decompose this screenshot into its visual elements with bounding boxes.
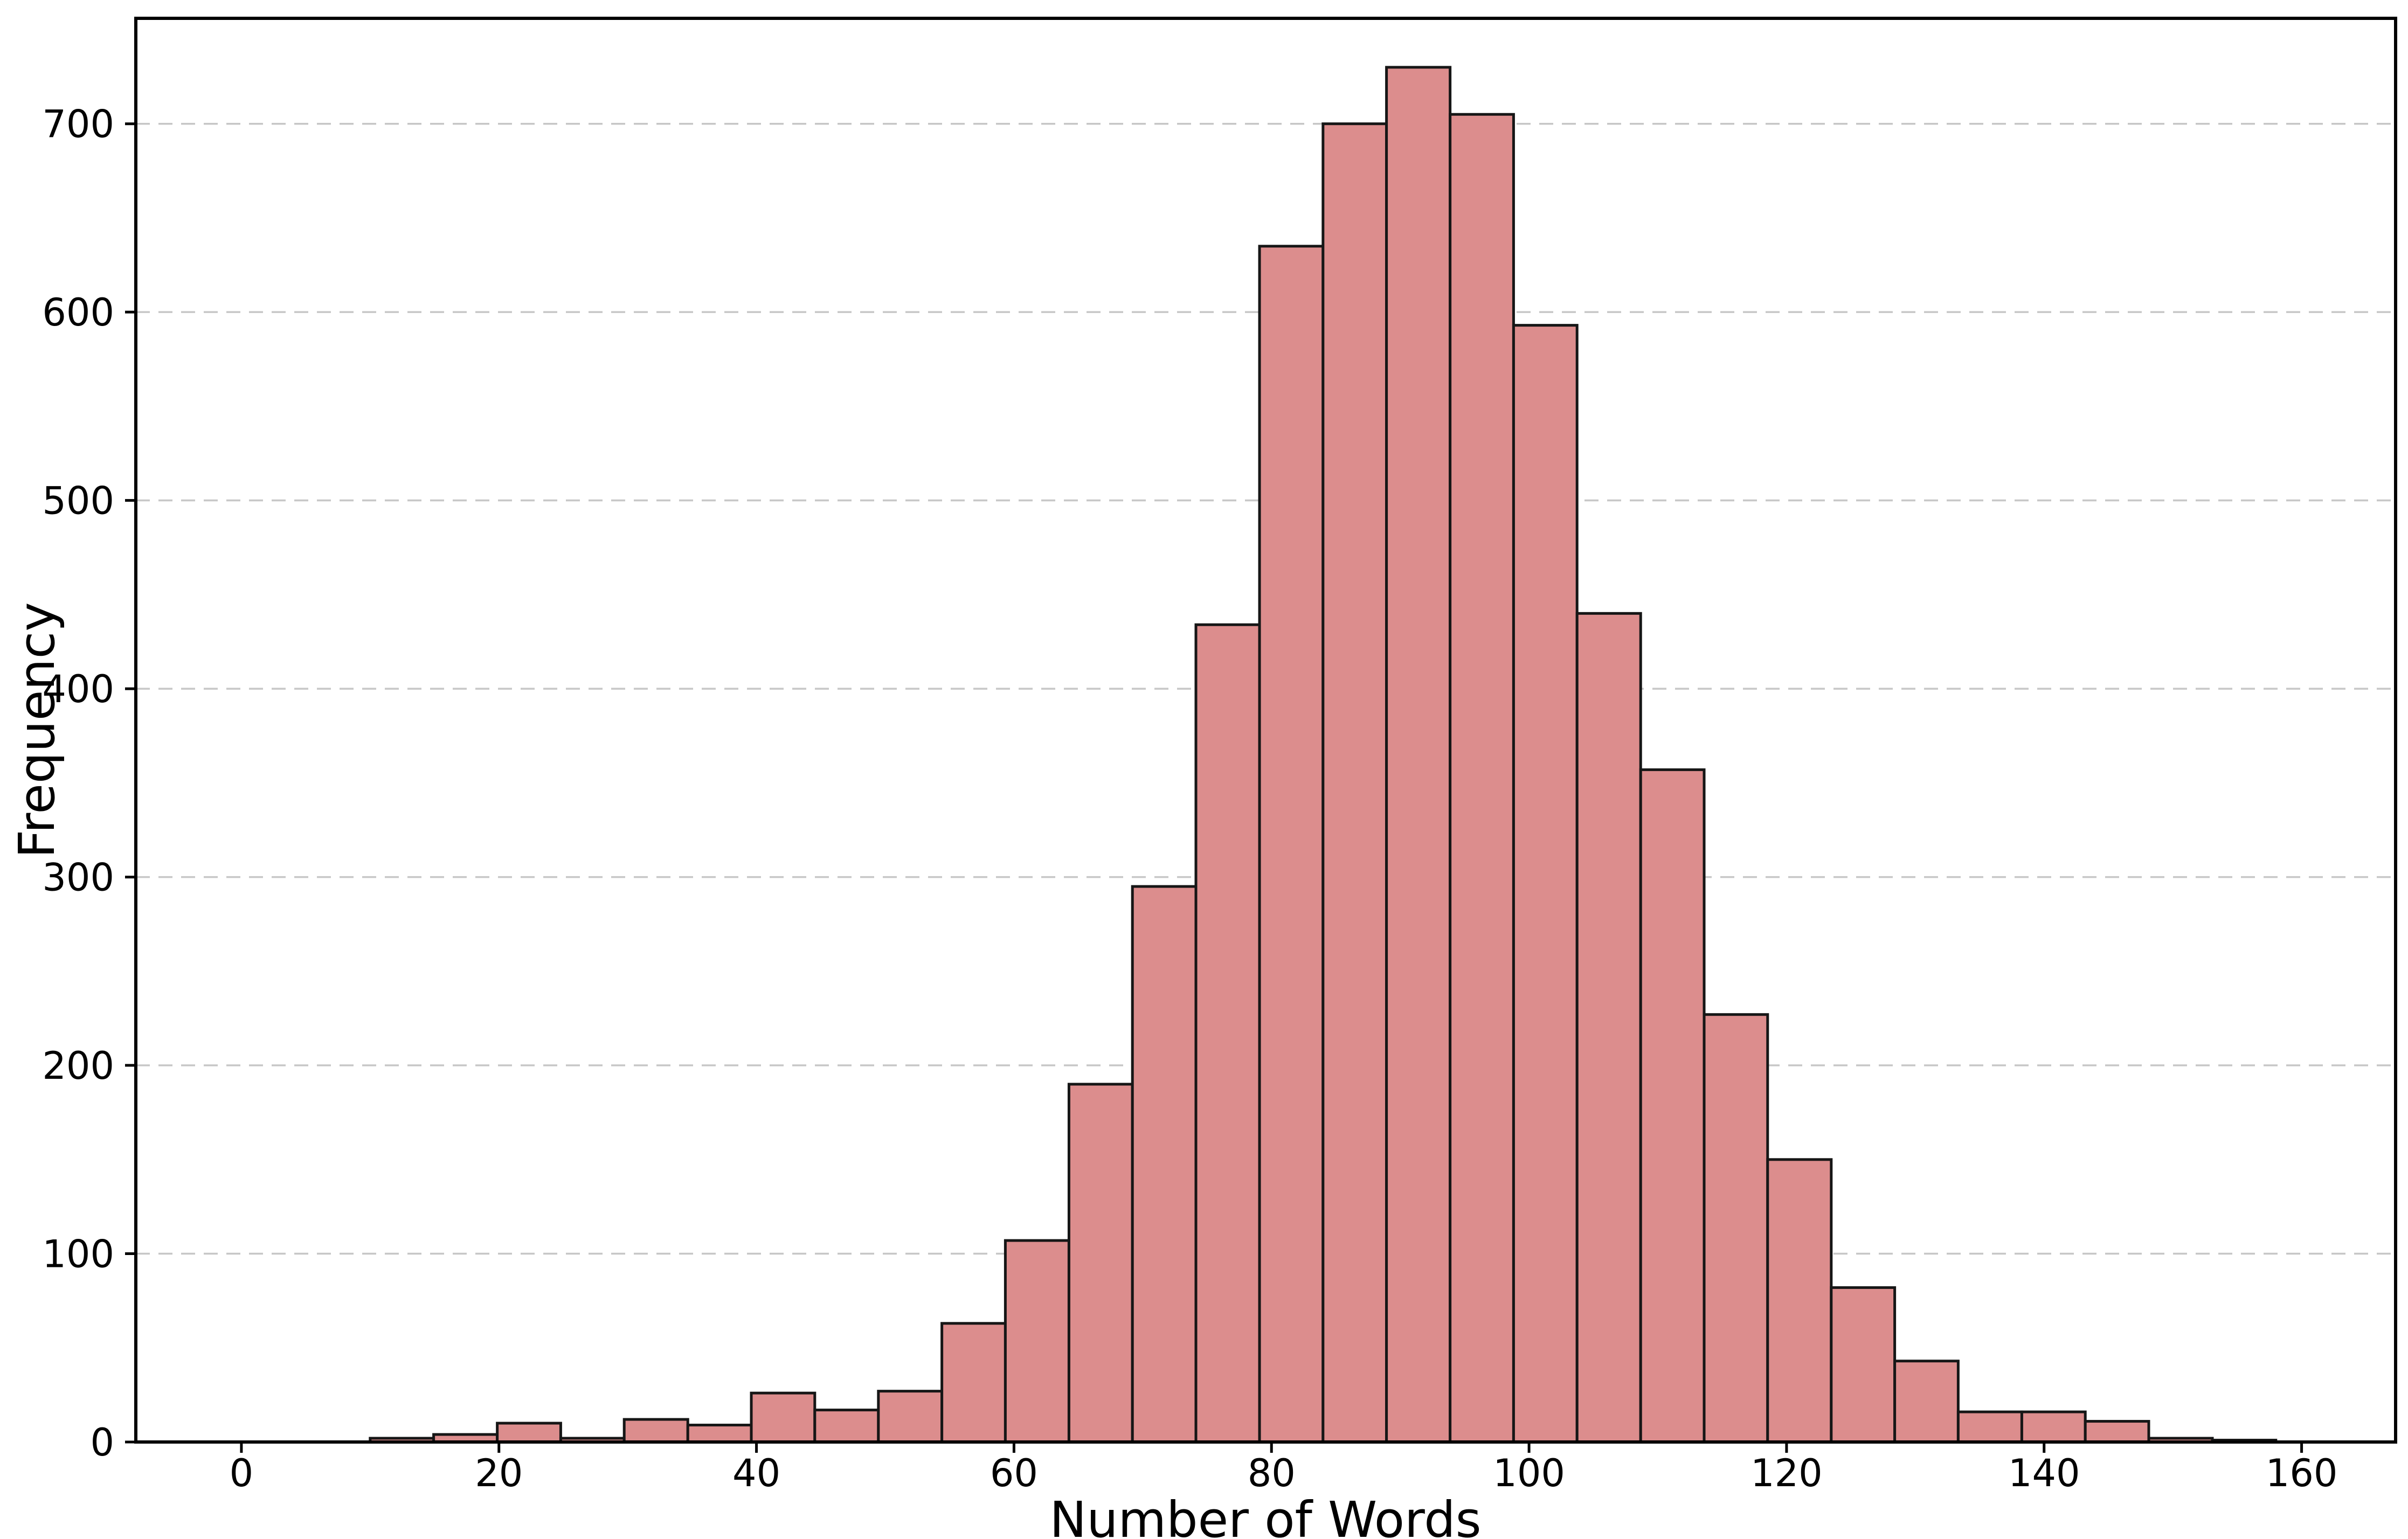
x-axis-ticks: 0 20 40 60 80 100 120 140 160	[230, 1442, 2338, 1495]
bar	[622, 1418, 689, 1444]
y-tick-label: 0	[90, 1420, 114, 1465]
y-axis-ticks: 0 100 200 300 400 500 600 700	[42, 102, 136, 1465]
bar	[1766, 1158, 1833, 1444]
bar	[1703, 1013, 1769, 1444]
y-axis-label: Frequency	[8, 602, 66, 858]
bar	[1512, 324, 1579, 1444]
x-tick-label: 140	[2008, 1451, 2080, 1495]
x-tick-label: 80	[1248, 1451, 1296, 1495]
bar	[877, 1390, 944, 1444]
bar	[1449, 113, 1515, 1444]
x-tick-label: 20	[475, 1451, 523, 1495]
bar	[940, 1322, 1007, 1444]
y-tick-label: 600	[42, 290, 114, 335]
x-axis-label: Number of Words	[1049, 1491, 1481, 1539]
bar	[750, 1391, 816, 1444]
bar	[1385, 66, 1452, 1444]
y-tick-label: 300	[42, 856, 114, 900]
x-tick-label: 60	[990, 1451, 1038, 1495]
bar	[1067, 1083, 1134, 1444]
bar	[1830, 1286, 1897, 1444]
x-tick-label: 40	[732, 1451, 780, 1495]
histogram-bars	[369, 66, 2278, 1444]
bar	[496, 1422, 562, 1444]
y-tick-label: 500	[42, 479, 114, 523]
x-tick-label: 100	[1493, 1451, 1565, 1495]
bar	[1004, 1239, 1070, 1444]
x-tick-label: 120	[1750, 1451, 1823, 1495]
bar	[1575, 612, 1642, 1444]
y-tick-label: 200	[42, 1044, 114, 1088]
bar	[1893, 1360, 1960, 1444]
bar	[1131, 885, 1198, 1444]
bar	[1639, 768, 1706, 1444]
y-tick-label: 100	[42, 1232, 114, 1277]
bar	[813, 1409, 880, 1444]
bar	[1194, 623, 1261, 1444]
bar	[686, 1424, 753, 1444]
plot-frame	[134, 17, 2397, 1444]
bar	[1321, 122, 1388, 1444]
y-tick-label: 700	[42, 102, 114, 147]
x-tick-label: 0	[230, 1451, 254, 1495]
bar	[2084, 1420, 2150, 1444]
bar	[1956, 1410, 2023, 1444]
x-tick-label: 160	[2266, 1451, 2338, 1495]
y-tick-label: 400	[42, 667, 114, 711]
bar	[2020, 1410, 2087, 1444]
bar	[1258, 245, 1325, 1444]
